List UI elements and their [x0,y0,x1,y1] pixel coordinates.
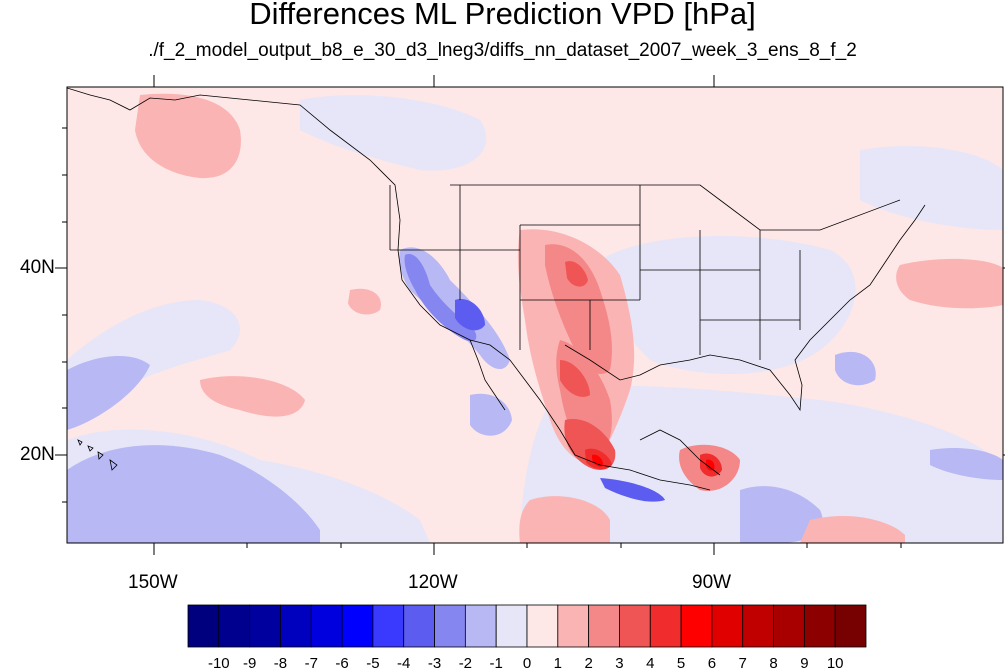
field-region-pos [592,454,604,467]
colorbar-tick-label: -7 [304,655,318,672]
colorbar-tick-label: 5 [676,655,686,672]
colorbar-box [588,604,620,648]
colorbar-tick-label: 4 [646,655,655,672]
lat-label-20n: 20N [20,444,55,465]
colorbar-tick-label: 0 [522,655,532,672]
field-region-neg [455,299,485,331]
colorbar-tick-label: 9 [800,655,809,672]
field-region-pos [800,515,905,543]
field-region-neg [860,146,1003,230]
colorbar-tick-label: 3 [615,655,624,672]
field-region-pos [519,496,610,543]
field-region-pos [896,258,1003,309]
colorbar-tick-label: -2 [458,655,473,672]
axis-ticks [55,75,1005,555]
colorbar-tick-label: -3 [427,655,442,672]
colorbar-tick-label: 7 [738,655,747,672]
colorbar-box [711,604,744,648]
lat-label-40n: 40N [20,257,55,278]
colorbar-box [249,604,281,648]
map-title: Differences ML Prediction VPD [hPa] [249,0,756,31]
colorbar-tick-label: -5 [366,655,380,672]
colorbar-tick-label: -9 [242,655,257,672]
colorbar-box [495,604,528,648]
field-region-neg [300,95,487,171]
colorbar-tick-label: -10 [207,655,230,672]
colorbar-tick-label: -1 [489,655,503,672]
coastline [67,87,926,491]
colorbar-box [403,604,435,648]
colorbar-box [310,604,343,648]
colorbar-box [773,604,805,648]
field-region-neg [520,385,1003,543]
colorbar-box [434,604,466,648]
colorbar [187,604,867,648]
colorbar-box [218,604,251,648]
colorbar-tick-label: 1 [553,655,562,672]
field-region-pos [348,288,381,315]
map-subtitle: ./f_2_model_output_b8_e_30_d3_lneg3/diff… [148,40,857,61]
colorbar-tick-label: 10 [826,655,844,672]
field-region-neg [930,448,1003,480]
colorbar-box [834,604,867,648]
colorbar-tick-label: -8 [273,655,288,672]
colorbar-tick-label: -4 [397,655,411,672]
colorbar-box [280,604,312,648]
colorbar-box [680,604,713,648]
colorbar-tick-label: 6 [707,655,717,672]
colorbar-box [372,604,405,648]
field-region-neg [835,351,876,386]
colorbar-box [187,604,220,648]
field-region-neg [600,236,856,374]
field-region-pos [135,93,241,179]
field-region-neg [600,478,665,502]
colorbar-tick-label: 8 [769,655,778,672]
colorbar-tick-label: 2 [584,655,593,672]
field-region-pos [200,376,305,417]
colorbar-box [649,604,682,648]
colorbar-tick-label: -6 [335,655,349,672]
colorbar-box [619,604,651,648]
field-region-pos [545,244,612,374]
field-region-neg [67,445,320,543]
colorbar-box [557,604,590,648]
field-region-neg [740,486,823,543]
colorbar-box [464,604,497,648]
field-region-pos [560,360,590,397]
colorbar-box [742,604,774,648]
field-region-pos [705,459,715,471]
lon-label-120w: 120W [408,572,458,593]
colorbar-box [803,604,836,648]
colorbar-box [341,604,374,648]
lon-label-90w: 90W [692,572,732,593]
hawaii-islands [77,439,118,471]
colorbar-box [526,604,559,648]
field-region-neg [67,355,150,430]
contour-field [67,87,1003,543]
field-region-pos [565,261,588,287]
lon-label-150w: 150W [128,572,178,593]
